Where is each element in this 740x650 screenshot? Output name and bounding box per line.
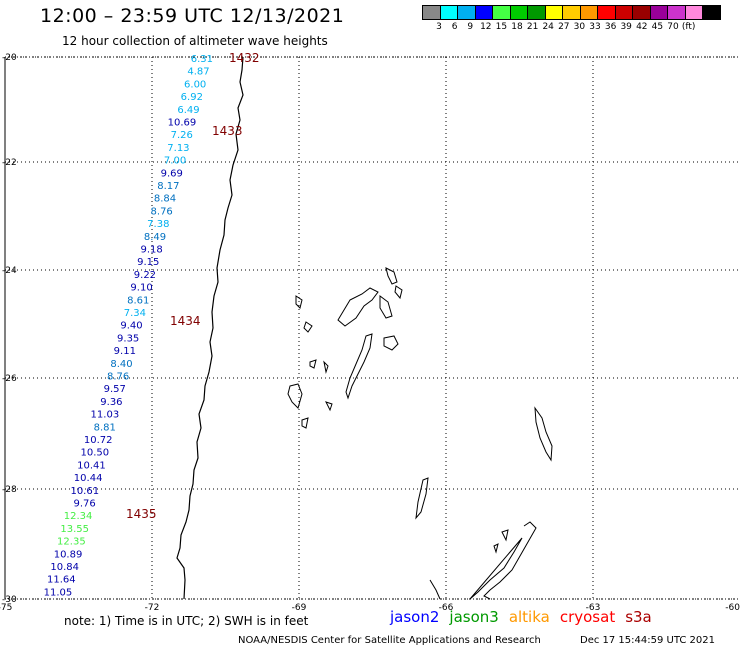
wave-height-value: 9.35 <box>117 333 139 344</box>
latitude-labels: -20 -22 -24 -26 -28 -30 <box>2 53 17 605</box>
wave-height-value: 6.31 <box>191 54 213 65</box>
scale-label: 33 <box>589 22 601 32</box>
pass-time-label: 1432 <box>229 51 260 65</box>
wave-height-value: 7.34 <box>124 308 146 319</box>
wave-height-value: 7.13 <box>167 143 189 154</box>
wave-height-value: 9.10 <box>130 283 152 294</box>
wave-height-value: 11.03 <box>91 410 120 421</box>
wave-height-value: 6.92 <box>181 92 203 103</box>
scale-label: 70 <box>667 22 679 32</box>
pass-time-label: 1433 <box>212 124 243 138</box>
wave-height-value: 10.72 <box>84 435 113 446</box>
wave-height-value: 10.44 <box>74 473 103 484</box>
wave-height-value: 12.35 <box>57 537 86 548</box>
satellite-cryosat: cryosat <box>559 608 616 626</box>
map-subtitle: 12 hour collection of altimeter wave hei… <box>62 34 328 48</box>
satellite-jason2: jason2 <box>390 608 440 626</box>
lat-label: -26 <box>2 374 17 384</box>
satellite-altika: altika <box>508 608 550 626</box>
wave-height-value: 9.18 <box>140 245 162 256</box>
wave-height-value: 7.26 <box>171 130 193 141</box>
generation-timestamp: Dec 17 15:44:59 UTC 2021 <box>580 635 715 646</box>
wave-height-value: 7.00 <box>164 156 186 167</box>
wave-height-value: 4.87 <box>187 67 209 78</box>
scale-label: 36 <box>604 22 617 32</box>
footer-note: note: 1) Time is in UTC; 2) SWH is in fe… <box>64 614 309 628</box>
coastline-chile <box>176 56 244 600</box>
lon-label: -69 <box>292 603 307 613</box>
scale-swatch <box>702 5 721 20</box>
wave-height-value: 8.76 <box>107 372 129 383</box>
scale-label: 12 <box>480 22 492 32</box>
scale-label: 9 <box>467 22 474 32</box>
wave-height-value: 6.00 <box>184 79 206 90</box>
scale-label: 21 <box>526 22 539 32</box>
scale-label: 6 <box>451 22 458 32</box>
longitude-labels: -75 -72 -69 -66 -63 -60 <box>0 603 740 613</box>
wave-height-value: 9.11 <box>114 346 136 357</box>
wave-height-value: 10.84 <box>50 562 79 573</box>
scale-label: 27 <box>558 22 570 32</box>
lat-label: -20 <box>2 53 17 63</box>
wave-height-value: 8.84 <box>154 194 176 205</box>
scale-label: 3 <box>436 22 442 32</box>
wave-height-value: 9.57 <box>104 384 126 395</box>
satellite-s3a: s3a <box>625 608 652 626</box>
wave-height-value: 10.61 <box>70 486 99 497</box>
scale-label: 42 <box>636 22 648 32</box>
wave-height-value: 9.22 <box>134 270 156 281</box>
pass-time-labels: 1432 1433 1434 1435 <box>126 51 260 521</box>
wave-height-value: 9.36 <box>100 397 122 408</box>
wave-height-value: 10.69 <box>168 118 197 129</box>
lon-label: -60 <box>725 603 740 613</box>
wave-height-value: 9.40 <box>120 321 142 332</box>
scale-label: 45 <box>651 22 664 32</box>
wave-height-value: 8.76 <box>151 206 173 217</box>
wave-height-value: 7.38 <box>147 219 169 230</box>
lat-label: -24 <box>2 266 17 276</box>
wave-height-value: 13.55 <box>60 524 89 535</box>
scale-label: 39 <box>620 22 632 32</box>
lon-label: -75 <box>0 603 12 613</box>
scale-label: (ft) <box>681 22 696 32</box>
wave-height-track: 6.31 4.876.00 6.92 6.49 10.697.26 7.13 7.009.6… <box>44 54 213 598</box>
wave-height-value: 8.49 <box>144 232 166 243</box>
wave-height-value: 11.64 <box>47 575 76 586</box>
map-title: 12:00 – 23:59 UTC 12/13/2021 <box>40 5 345 27</box>
credit-line: NOAA/NESDIS Center for Satellite Applica… <box>238 635 541 646</box>
wave-height-value: 9.69 <box>161 168 183 179</box>
lon-label: -63 <box>586 603 601 613</box>
graticule <box>5 56 740 600</box>
wave-height-value: 8.81 <box>94 422 116 433</box>
scale-label: 18 <box>511 22 523 32</box>
color-scale-legend: 3 6 9 12 15 18 21 24 27 30 33 36 39 42 45 70 (ft) <box>422 5 721 32</box>
wave-height-value: 8.61 <box>127 295 149 306</box>
salt-flats <box>287 267 553 600</box>
pass-time-label: 1434 <box>170 314 201 328</box>
scale-label: 30 <box>573 22 586 32</box>
wave-height-value: 8.17 <box>157 181 179 192</box>
wave-height-value: 9.76 <box>73 499 95 510</box>
scale-label: 15 <box>495 22 508 32</box>
lat-label: -30 <box>2 595 17 605</box>
scale-label: 24 <box>542 22 554 32</box>
wave-height-value: 10.89 <box>54 549 83 560</box>
wave-height-value: 12.34 <box>64 511 93 522</box>
pass-time-label: 1435 <box>126 507 157 521</box>
wave-height-value: 9.15 <box>137 257 159 268</box>
lat-label: -28 <box>2 485 17 495</box>
wave-height-value: 10.50 <box>81 448 110 459</box>
wave-height-value: 10.41 <box>77 460 106 471</box>
satellite-legend: jason2 jason3 altika cryosat s3a <box>390 608 652 626</box>
wave-height-value: 8.40 <box>110 359 132 370</box>
lat-label: -22 <box>2 158 17 168</box>
wave-height-value: 11.05 <box>44 587 73 598</box>
lon-label: -66 <box>439 603 454 613</box>
lon-label: -72 <box>145 603 160 613</box>
satellite-jason3: jason3 <box>449 608 499 626</box>
wave-height-value: 6.49 <box>177 105 199 116</box>
